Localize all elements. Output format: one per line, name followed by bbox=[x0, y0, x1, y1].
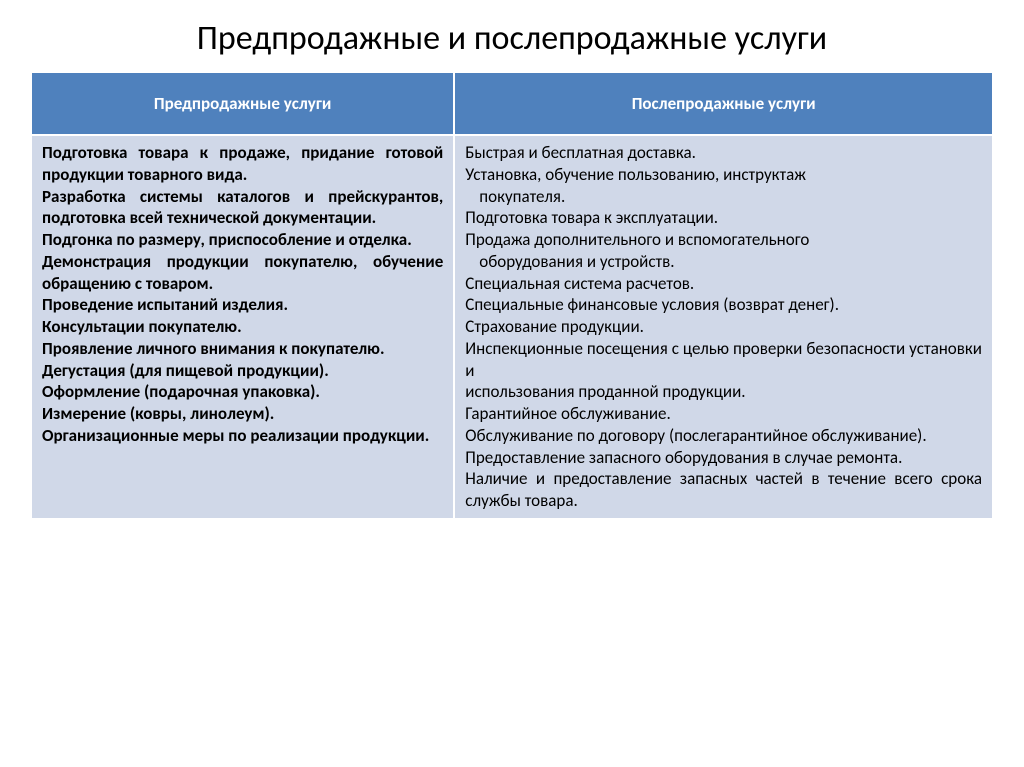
header-presale: Предпродажные услуги bbox=[31, 72, 454, 135]
services-table: Предпродажные услуги Послепродажные услу… bbox=[30, 71, 994, 520]
cell-line: Оформление (подарочная упаковка). bbox=[42, 381, 443, 403]
header-postsale: Послепродажные услуги bbox=[454, 72, 993, 135]
slide-title: Предпродажные и послепродажные услуги bbox=[30, 18, 994, 59]
cell-line: Страхование продукции. bbox=[465, 316, 982, 338]
cell-line: Проявление личного внимания к покупателю… bbox=[42, 338, 443, 360]
cell-line: Организационные меры по реализации проду… bbox=[42, 425, 443, 447]
cell-line: Инспекционные посещения с целью проверки… bbox=[465, 338, 982, 382]
cell-line: Предоставление запасного оборудования в … bbox=[465, 447, 982, 469]
cell-line: Установка, обучение пользованию, инструк… bbox=[465, 164, 982, 186]
cell-line: Подготовка товара к эксплуатации. bbox=[465, 207, 982, 229]
cell-line: Подгонка по размеру, приспособление и от… bbox=[42, 229, 443, 251]
cell-line: Консультации покупателю. bbox=[42, 316, 443, 338]
cell-line: покупателя. bbox=[465, 186, 982, 208]
cell-line: Быстрая и бесплатная доставка. bbox=[465, 142, 982, 164]
cell-line: Специальная система расчетов. bbox=[465, 273, 982, 295]
cell-line: Обслуживание по договору (послегарантийн… bbox=[465, 425, 982, 447]
cell-line: Специальные финансовые условия (возврат … bbox=[465, 294, 982, 316]
cell-postsale: Быстрая и бесплатная доставка.Установка,… bbox=[454, 135, 993, 519]
cell-line: Демонстрация продукции покупателю, обуче… bbox=[42, 251, 443, 295]
cell-line: Гарантийное обслуживание. bbox=[465, 403, 982, 425]
cell-line: Подготовка товара к продаже, придание го… bbox=[42, 142, 443, 186]
cell-line: Продажа дополнительного и вспомогательно… bbox=[465, 229, 982, 251]
cell-line: Дегустация (для пищевой продукции). bbox=[42, 360, 443, 382]
cell-line: Наличие и предоставление запасных частей… bbox=[465, 468, 982, 512]
cell-line: использования проданной продукции. bbox=[465, 381, 982, 403]
slide: Предпродажные и послепродажные услуги Пр… bbox=[0, 0, 1024, 767]
cell-presale: Подготовка товара к продаже, придание го… bbox=[31, 135, 454, 519]
cell-line: Разработка системы каталогов и прейскура… bbox=[42, 186, 443, 230]
cell-line: оборудования и устройств. bbox=[465, 251, 982, 273]
cell-line: Измерение (ковры, линолеум). bbox=[42, 403, 443, 425]
cell-line: Проведение испытаний изделия. bbox=[42, 294, 443, 316]
